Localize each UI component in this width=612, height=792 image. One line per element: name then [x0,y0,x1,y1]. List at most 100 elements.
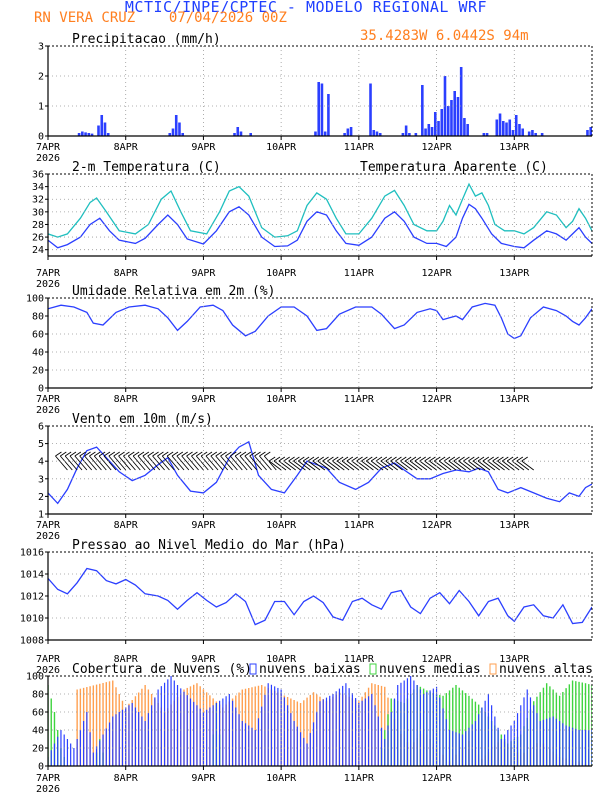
precip-bar [505,122,508,136]
wind-barb-flag [322,456,329,462]
wind-barb-flag [438,456,446,462]
wind-barb-flag [361,456,368,462]
x-tick-label: 10APR [266,773,297,784]
x-tick-label: 10APR [266,520,297,531]
wind-barb-flag [312,456,320,462]
wind-barb [132,455,146,471]
legend-cloud-0: nuvens baixas [259,662,361,677]
wind-barb [103,455,117,471]
wind-barb-flag [424,456,431,462]
wind-barb [438,460,452,471]
legend-apparent-temp: Temperatura Aparente (C) [360,160,548,175]
precip-bar [404,125,408,136]
wind-barb-flag [74,451,82,457]
x-tick-label: 7APR [36,268,61,279]
precip-bar [408,133,411,136]
wind-barb [93,455,107,471]
x-tick-label: 12APR [422,142,453,153]
wind-barb-flag [370,456,378,462]
x-year-label: 2026 [36,279,60,290]
precip-bar [466,124,469,136]
wind-barb [317,460,330,471]
wind-barb [268,460,282,471]
wind-barb [186,455,199,471]
x-tick-label: 10APR [266,654,297,665]
wind-barb [181,455,195,471]
wind-barb [210,455,224,471]
x-tick-label: 12APR [422,394,453,405]
precip-bar [531,130,534,136]
wind-barb [89,455,102,471]
x-tick-label: 8APR [114,773,139,784]
wind-barb-flag [210,451,218,457]
wind-barb-flag [472,456,480,462]
wind-barb-flag [453,456,460,462]
precip-bar [498,113,502,136]
wind-barb [463,460,476,471]
wind-barb-flag [186,451,193,457]
wind-barb [191,455,204,471]
precip-bar [589,127,592,136]
wind-barb-flag [317,456,324,462]
wind-barb [400,460,413,471]
precip-bar [181,133,184,136]
wind-barb-flag [113,451,120,457]
x-tick-label: 10APR [266,268,297,279]
wind-barb [259,455,272,471]
wind-barb [249,455,263,471]
y-tick-label: 28 [32,220,44,231]
location-run-label: RN VERA CRUZ 07/04/2026 00Z [34,10,287,26]
precip-bar [450,100,453,136]
wind-barb [118,455,131,471]
x-tick-label: 10APR [266,142,297,153]
y-tick-label: 1012 [20,592,44,603]
x-tick-label: 13APR [499,142,530,153]
wind-barb [84,455,97,471]
wind-barb [302,460,316,471]
wind-barb-flag [89,451,96,457]
wind-barb-flag [166,451,174,457]
precip-bar [463,118,466,136]
precip-bar [239,131,243,136]
wind-barb [74,455,88,471]
wind-barb [171,455,185,471]
wind-barb-flag [84,451,91,457]
panel-wind: 1 2 3 4 5 6 7APR 8APR 9APR 10APR 11APR 12APR 13APR 20… [36,412,593,542]
wind-barb-flag [152,451,159,457]
precip-bar [236,127,240,136]
series-line-blue [48,440,592,505]
x-tick-label: 12APR [422,520,453,531]
wind-barb-flag [64,451,72,457]
x-tick-label: 11APR [344,654,375,665]
x-tick-label: 12APR [422,773,453,784]
y-tick-label: 1016 [20,548,44,559]
y-tick-label: 4 [38,457,44,468]
wind-barb [419,460,432,471]
wind-barb [468,460,481,471]
wind-barb-flag [404,456,412,462]
wind-barb [487,460,500,471]
wind-barb-flag [94,451,101,457]
wind-barb-flag [356,456,363,462]
precip-bar [514,115,518,136]
wind-barb [283,460,296,471]
precip-bar [485,133,489,136]
y-tick-label: 2 [38,492,44,503]
wind-barb-flag [283,456,290,462]
panel-title: Precipitacao (mm/h) [72,32,221,47]
y-tick-label: 100 [26,672,44,683]
series-line-blue [48,203,592,249]
wind-barb-flag [205,451,213,457]
wind-barb-flag [298,456,305,462]
x-year-label: 2026 [36,784,60,792]
wind-barb [351,460,364,471]
wind-barb-flag [458,456,465,462]
legend-swatch [369,663,377,675]
x-tick-label: 11APR [344,268,375,279]
wind-barb-flag [502,456,509,462]
run-label: 07/04/2026 00Z [168,10,287,26]
precip-bar [511,130,515,136]
wind-barb [98,455,112,471]
